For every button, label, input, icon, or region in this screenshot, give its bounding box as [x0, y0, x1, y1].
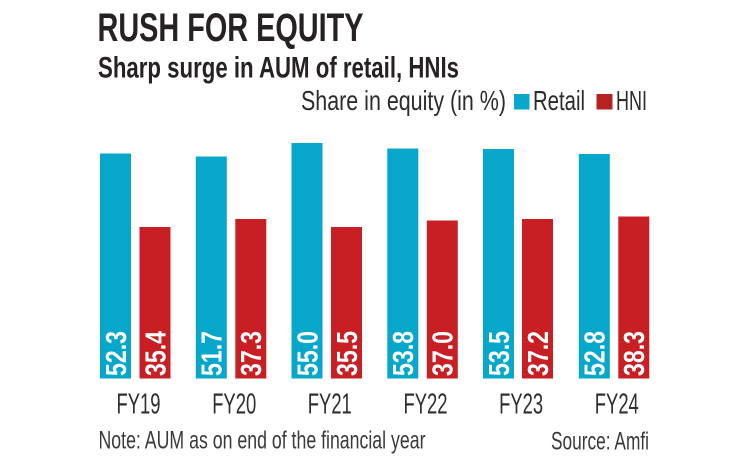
svg-text:FY23: FY23: [499, 388, 543, 420]
svg-text:FY24: FY24: [595, 388, 639, 420]
svg-text:35.4: 35.4: [140, 331, 172, 376]
svg-text:35.5: 35.5: [332, 331, 364, 376]
svg-text:38.3: 38.3: [619, 331, 651, 376]
svg-text:51.7: 51.7: [197, 331, 229, 376]
svg-text:FY20: FY20: [212, 388, 256, 420]
svg-text:Retail: Retail: [533, 85, 585, 116]
svg-text:FY19: FY19: [117, 388, 161, 420]
svg-text:Source: Amfi: Source: Amfi: [551, 428, 649, 456]
svg-text:52.8: 52.8: [580, 331, 612, 376]
svg-text:53.8: 53.8: [388, 331, 420, 376]
svg-text:37.3: 37.3: [236, 331, 268, 376]
svg-text:53.5: 53.5: [484, 331, 516, 376]
svg-text:Sharp surge in AUM of retail,: Sharp surge in AUM of retail, HNIs: [98, 52, 459, 85]
svg-text:37.0: 37.0: [428, 331, 460, 376]
svg-text:Share in equity (in %): Share in equity (in %): [301, 85, 506, 116]
svg-text:Note: AUM as on end of the fin: Note: AUM as on end of the financial yea…: [99, 427, 426, 455]
svg-text:FY21: FY21: [308, 388, 352, 420]
svg-text:FY22: FY22: [404, 388, 448, 420]
svg-text:HNI: HNI: [616, 85, 647, 116]
svg-text:55.0: 55.0: [292, 331, 324, 376]
svg-text:37.2: 37.2: [523, 331, 555, 376]
svg-text:52.3: 52.3: [101, 331, 133, 376]
svg-text:RUSH FOR EQUITY: RUSH FOR EQUITY: [98, 6, 364, 50]
